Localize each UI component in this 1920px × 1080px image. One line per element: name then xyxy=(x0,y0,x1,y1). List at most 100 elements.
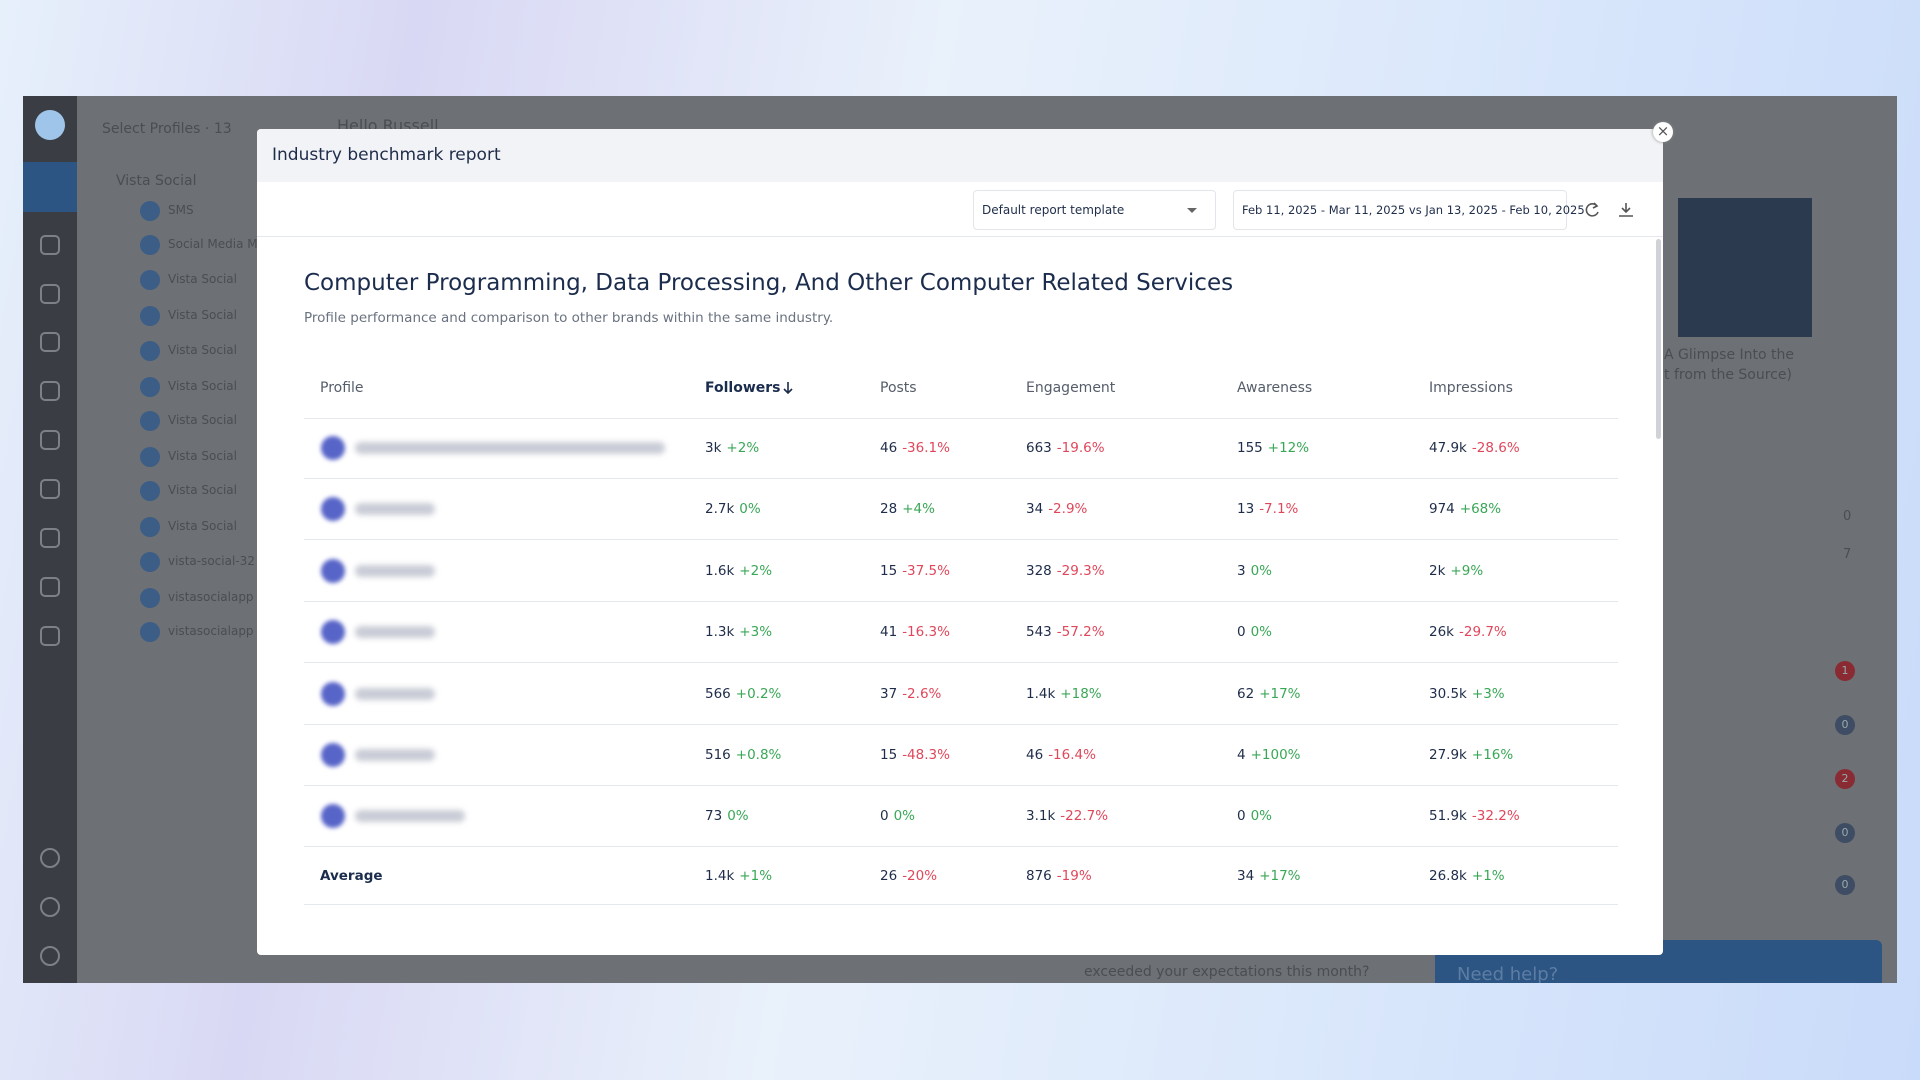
profile-name[interactable]: vista-social-32 xyxy=(168,554,255,568)
metric-value: 328 xyxy=(1026,562,1052,579)
metric-cell: 26k -29.7% xyxy=(1429,624,1507,640)
metric-value: 2.7k xyxy=(705,501,735,518)
metric-change: +17% xyxy=(1259,868,1301,884)
metric-cell: 516 +0.8% xyxy=(705,747,781,763)
metric-cell: 4 +100% xyxy=(1237,747,1301,763)
metric-cell: 0 0% xyxy=(880,808,915,824)
metric-value: 1.4k xyxy=(705,868,735,884)
metric-cell: 51.9k -32.2% xyxy=(1429,808,1520,824)
metric-value: 3 xyxy=(1237,562,1246,579)
metric-value: 26k xyxy=(1429,624,1454,641)
profile-name[interactable]: Vista Social xyxy=(168,519,237,533)
badge: 0 xyxy=(1835,715,1855,735)
date-range-label: Feb 11, 2025 - Mar 11, 2025 vs Jan 13, 2… xyxy=(1242,203,1585,217)
metric-cell: 3.1k -22.7% xyxy=(1026,808,1108,824)
count: 7 xyxy=(1843,547,1852,562)
metric-cell: 328 -29.3% xyxy=(1026,563,1105,579)
metric-change: +3% xyxy=(1471,685,1505,702)
column-header[interactable]: Followers xyxy=(705,380,781,396)
metric-cell: 3 0% xyxy=(1237,563,1272,579)
modal-header: Industry benchmark report xyxy=(257,129,1663,182)
metric-value: 516 xyxy=(705,747,731,763)
profile-name[interactable]: Vista Social xyxy=(168,308,237,322)
nav-icon[interactable] xyxy=(40,626,60,646)
nav-icon[interactable] xyxy=(40,946,60,966)
profile-name[interactable]: Vista Social xyxy=(168,449,237,463)
metric-change: +1% xyxy=(739,868,773,884)
profile-name[interactable]: Vista Social xyxy=(168,343,237,357)
metric-value: 2k xyxy=(1429,562,1446,579)
metric-value: 15 xyxy=(880,747,898,763)
row-divider xyxy=(304,539,1618,541)
column-header[interactable]: Posts xyxy=(880,380,917,396)
nav-icon[interactable] xyxy=(40,430,60,450)
metric-value: 73 xyxy=(705,808,723,825)
metric-change: -19% xyxy=(1056,868,1092,884)
metric-cell: 28 +4% xyxy=(880,501,935,517)
nav-icon[interactable] xyxy=(40,897,60,917)
card-caption: t from the Source) xyxy=(1664,367,1792,383)
profile-avatar xyxy=(140,588,160,608)
metric-change: 0% xyxy=(893,808,916,825)
date-range[interactable]: Feb 11, 2025 - Mar 11, 2025 vs Jan 13, 2… xyxy=(1233,190,1585,230)
profile-avatar xyxy=(321,743,345,767)
profile-name[interactable]: vistasocialapp xyxy=(168,624,254,638)
metric-change: +0.8% xyxy=(735,747,782,763)
home-nav[interactable] xyxy=(23,162,77,212)
nav-icon[interactable] xyxy=(40,284,60,304)
row-divider xyxy=(304,600,1618,602)
metric-change: -29.3% xyxy=(1056,562,1105,579)
metric-cell: 46 -36.1% xyxy=(880,440,950,456)
row-divider xyxy=(304,904,1618,905)
metric-value: 0 xyxy=(1237,624,1246,641)
profile-name[interactable]: Vista Social xyxy=(168,413,237,427)
profile-name[interactable]: Vista Social xyxy=(168,379,237,393)
nav-icon[interactable] xyxy=(40,479,60,499)
dropdown-arrow xyxy=(1187,208,1197,218)
metric-change: +18% xyxy=(1060,685,1102,702)
column-header[interactable]: Awareness xyxy=(1237,380,1313,396)
metric-cell: 30.5k +3% xyxy=(1429,686,1505,702)
close-button[interactable]: × xyxy=(1653,122,1673,142)
metric-value: 46 xyxy=(880,440,898,456)
metric-change: +3% xyxy=(739,624,773,641)
metric-change: -28.6% xyxy=(1471,440,1520,456)
nav-icon[interactable] xyxy=(40,528,60,548)
metric-value: 15 xyxy=(880,562,898,579)
metric-value: 3.1k xyxy=(1026,808,1056,825)
profile-name[interactable]: Vista Social xyxy=(168,272,237,286)
metric-change: 0% xyxy=(727,808,749,825)
template-select[interactable]: Default report template xyxy=(973,190,1216,230)
metric-value: 34 xyxy=(1026,501,1044,518)
profile-name[interactable]: SMS xyxy=(168,203,194,217)
metric-change: +100% xyxy=(1250,747,1301,763)
column-header[interactable]: Impressions xyxy=(1429,380,1513,396)
metric-value: 62 xyxy=(1237,685,1255,702)
badge: 2 xyxy=(1835,769,1855,789)
profile-name[interactable]: Vista Social xyxy=(168,483,237,497)
metric-change: +0.2% xyxy=(735,685,782,702)
toolbar-icons xyxy=(1585,202,1633,217)
profile-avatar xyxy=(140,622,160,642)
profile-name[interactable]: Social Media M xyxy=(168,237,258,251)
profile-avatar xyxy=(140,270,160,290)
nav-icon[interactable] xyxy=(40,332,60,352)
refresh-icon[interactable] xyxy=(1585,202,1599,217)
column-header[interactable]: Engagement xyxy=(1026,380,1116,396)
nav-icon[interactable] xyxy=(40,381,60,401)
nav-icon[interactable] xyxy=(40,577,60,597)
metric-value: 26 xyxy=(880,868,898,884)
metric-value: 30.5k xyxy=(1429,685,1467,702)
select-profiles[interactable]: Select Profiles · 13 xyxy=(102,121,232,137)
row-divider xyxy=(304,662,1618,664)
profile-name[interactable]: vistasocialapp xyxy=(168,590,254,604)
metric-value: 46 xyxy=(1026,747,1044,763)
metric-value: 566 xyxy=(705,685,731,702)
metric-change: +12% xyxy=(1267,440,1310,456)
download-icon[interactable] xyxy=(1619,203,1633,217)
metric-value: 51.9k xyxy=(1429,808,1467,825)
nav-icon[interactable] xyxy=(40,235,60,255)
nav-icon[interactable] xyxy=(40,848,60,868)
metric-cell: 13 -7.1% xyxy=(1237,501,1298,517)
profile-name-blurred xyxy=(355,626,435,639)
